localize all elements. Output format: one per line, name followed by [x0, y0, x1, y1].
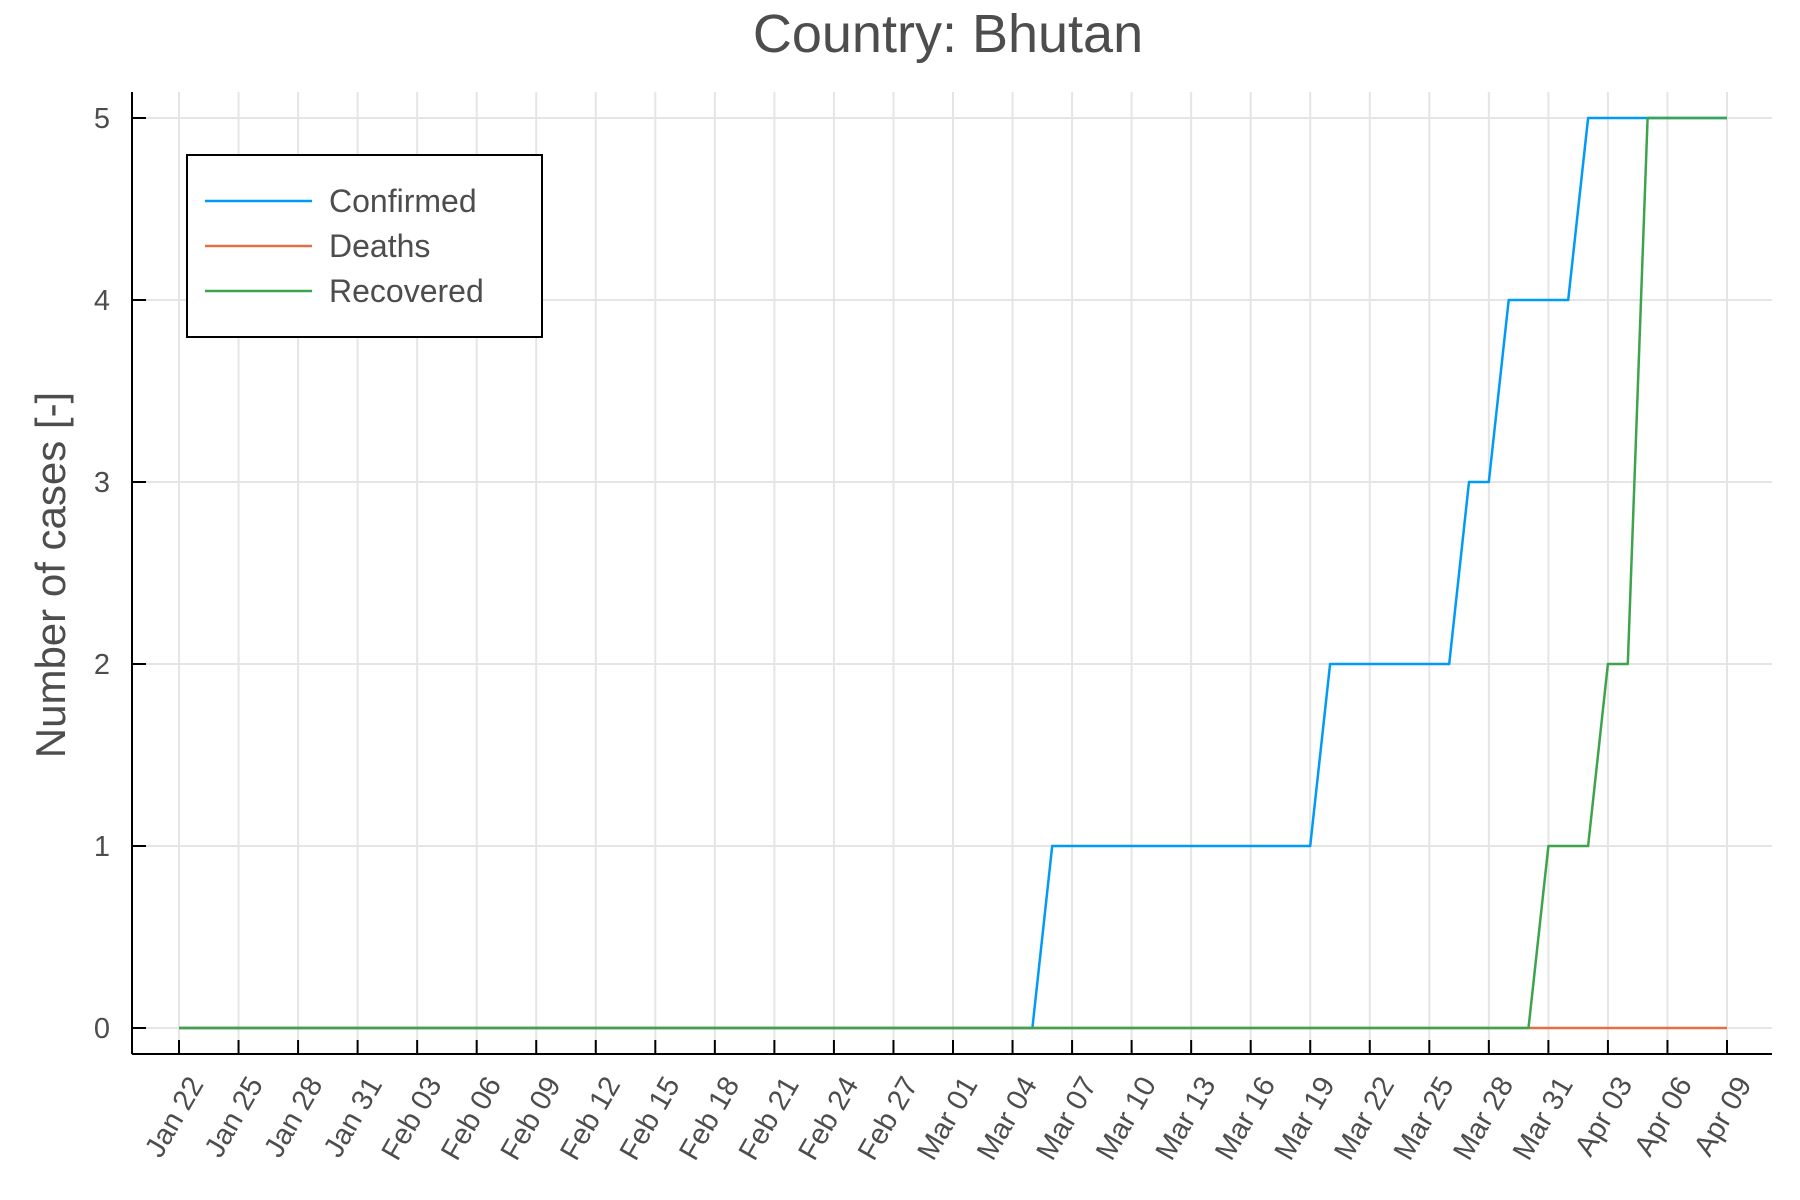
x-tick-label: Jan 22 — [139, 1072, 210, 1163]
x-tick-label: Apr 06 — [1628, 1072, 1698, 1162]
x-tick-label: Mar 31 — [1507, 1072, 1580, 1166]
chart-title: Country: Bhutan — [753, 4, 1143, 64]
y-tick-labels: 0 1 2 3 4 5 — [94, 103, 110, 1045]
series-line-recovered — [179, 116, 1727, 1030]
y-tick-label: 0 — [94, 1013, 110, 1045]
y-tick-label: 4 — [94, 285, 110, 317]
y-tick-label: 2 — [94, 649, 110, 681]
series-group — [179, 116, 1727, 1030]
legend-label-confirmed: Confirmed — [329, 183, 477, 219]
legend: Confirmed Deaths Recovered — [186, 154, 543, 338]
series-line-confirmed — [179, 116, 1727, 1030]
y-tick-label: 5 — [94, 103, 110, 135]
x-tick-label: Apr 09 — [1688, 1072, 1758, 1162]
legend-label-deaths: Deaths — [329, 228, 430, 264]
y-tick-label: 3 — [94, 467, 110, 499]
x-tick-label: Jan 25 — [199, 1072, 270, 1163]
x-tick-label: Jan 28 — [258, 1072, 329, 1163]
axes — [131, 92, 1772, 1055]
x-tick-label: Apr 03 — [1569, 1072, 1639, 1162]
legend-label-recovered: Recovered — [329, 273, 484, 309]
y-tick-label: 1 — [94, 831, 110, 863]
y-axis-label: Number of cases [-] — [27, 392, 74, 758]
